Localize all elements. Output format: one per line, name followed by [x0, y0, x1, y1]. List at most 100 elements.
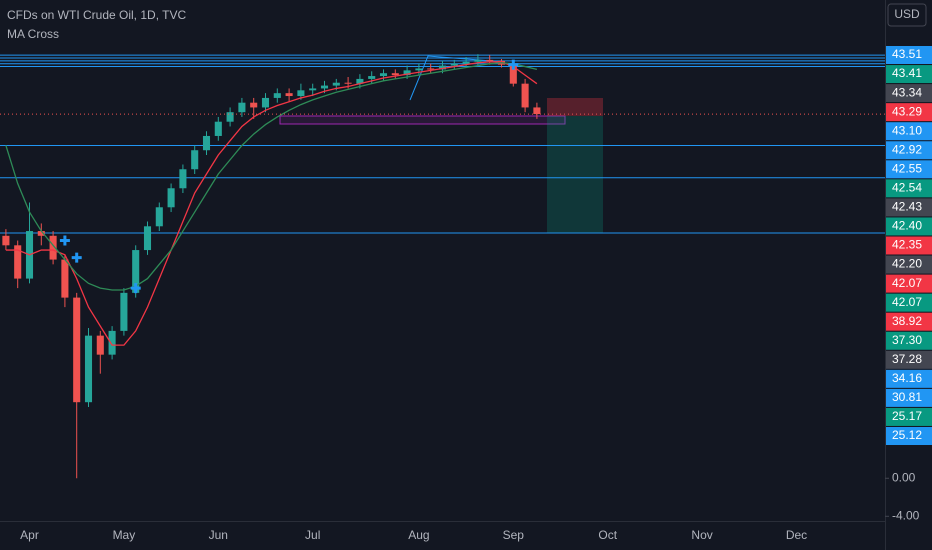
- price-tag-label: 42.54: [892, 181, 922, 195]
- candle-body: [356, 78, 364, 84]
- price-tag: 43.29: [886, 103, 932, 122]
- candle-body: [297, 90, 305, 97]
- candle-body: [167, 188, 175, 208]
- x-tick-label: Oct: [598, 528, 617, 542]
- candle-body: [37, 231, 45, 236]
- plot-area: [0, 54, 885, 479]
- currency-button[interactable]: [887, 3, 927, 27]
- price-tag-box: [886, 274, 932, 293]
- price-tag-box: [886, 65, 932, 84]
- price-tag-label: 25.17: [892, 409, 922, 423]
- candle-body: [179, 169, 187, 189]
- price-tag-label: 42.07: [892, 295, 922, 309]
- price-tag: 42.07: [886, 293, 932, 312]
- candle-body: [474, 59, 482, 62]
- price-tag-label: 34.16: [892, 371, 922, 385]
- price-tag: 42.35: [886, 236, 932, 255]
- rectangle-drawing: [279, 115, 566, 125]
- price-tag-label: 42.07: [892, 276, 922, 290]
- price-tag: 42.54: [886, 179, 932, 198]
- price-tag: 42.43: [886, 198, 932, 217]
- y-tick-label: 0.00: [892, 470, 916, 484]
- candle-body: [521, 83, 529, 108]
- price-tag: 42.07: [886, 274, 932, 293]
- candle-body: [344, 82, 352, 84]
- price-tag-box: [886, 350, 932, 369]
- candle-body: [285, 93, 293, 97]
- price-tag-box: [886, 160, 932, 179]
- currency-label[interactable]: USD: [894, 7, 920, 21]
- ma-line: [5, 62, 538, 291]
- x-tick-label: Sep: [503, 528, 525, 542]
- price-tag-label: 37.30: [892, 333, 922, 347]
- candle-body: [486, 59, 494, 61]
- x-tick-label: May: [113, 528, 136, 542]
- candle-body: [533, 107, 541, 115]
- price-tag-label: 42.55: [892, 161, 922, 175]
- candle-body: [261, 97, 270, 108]
- candle-body: [332, 82, 340, 86]
- x-tick-label: Aug: [408, 528, 429, 542]
- candle-body: [438, 65, 447, 70]
- price-tag-box: [886, 312, 932, 331]
- candle-body: [84, 335, 93, 403]
- price-tag-box: [886, 179, 932, 198]
- price-tag-label: 43.51: [892, 47, 922, 61]
- price-tag: 43.51: [886, 46, 932, 64]
- cross-signal: [59, 235, 70, 246]
- price-tag-label: 42.43: [892, 200, 922, 214]
- price-tag-box: [886, 293, 932, 312]
- candle-body: [450, 63, 458, 66]
- price-tag-box: [886, 255, 932, 274]
- cross-signal: [130, 283, 141, 294]
- price-tag-box: [886, 427, 932, 445]
- price-tag: 30.81: [886, 388, 932, 407]
- price-tag-box: [886, 84, 932, 103]
- price-tag-label: 25.12: [892, 428, 922, 442]
- price-tag-label: 30.81: [892, 390, 922, 404]
- price-tag-box: [886, 122, 932, 141]
- price-tag-label: 43.41: [892, 66, 922, 80]
- x-tick-label: Jul: [305, 528, 320, 542]
- price-tag: 25.12: [886, 427, 932, 445]
- ma-line: [5, 61, 538, 346]
- price-tag: 42.20: [886, 255, 932, 274]
- candle-body: [132, 250, 140, 293]
- candle-body: [415, 68, 423, 71]
- x-tick-label: Nov: [691, 528, 712, 542]
- price-tag: 42.55: [886, 160, 932, 179]
- chart-title: CFDs on WTI Crude Oil, 1D, TVC: [7, 8, 186, 22]
- candle-body: [320, 85, 329, 89]
- candle-body: [143, 226, 152, 251]
- candle-body: [462, 61, 470, 64]
- cross-signal: [71, 252, 82, 263]
- x-tick-label: Dec: [786, 528, 807, 542]
- price-tag-label: 43.29: [892, 104, 922, 118]
- price-tag: 42.40: [886, 217, 932, 236]
- price-tag-box: [886, 407, 932, 426]
- candle-body: [238, 102, 246, 113]
- candle-body: [250, 102, 258, 108]
- candle-body: [391, 73, 399, 76]
- candle-body: [73, 297, 81, 403]
- price-tag: 43.34: [886, 84, 932, 103]
- y-tick-label: -4.00: [892, 508, 920, 522]
- price-tag: 25.17: [886, 407, 932, 426]
- price-tag-box: [886, 103, 932, 122]
- price-tag: 43.10: [886, 122, 932, 141]
- price-tag-label: 38.92: [892, 314, 922, 328]
- candle-body: [96, 335, 104, 355]
- price-tag-label: 43.10: [892, 123, 922, 137]
- price-tag: 42.92: [886, 141, 932, 160]
- candle-body: [403, 70, 411, 76]
- candle-body: [309, 88, 317, 91]
- candle-body: [379, 73, 388, 77]
- price-tag-label: 42.92: [892, 142, 922, 156]
- candle-body: [273, 93, 281, 98]
- price-tag-label: 42.20: [892, 257, 922, 271]
- price-tag: 37.28: [886, 350, 932, 369]
- price-tag-box: [886, 331, 932, 350]
- x-tick-label: Apr: [20, 528, 39, 542]
- candle-body: [155, 207, 163, 227]
